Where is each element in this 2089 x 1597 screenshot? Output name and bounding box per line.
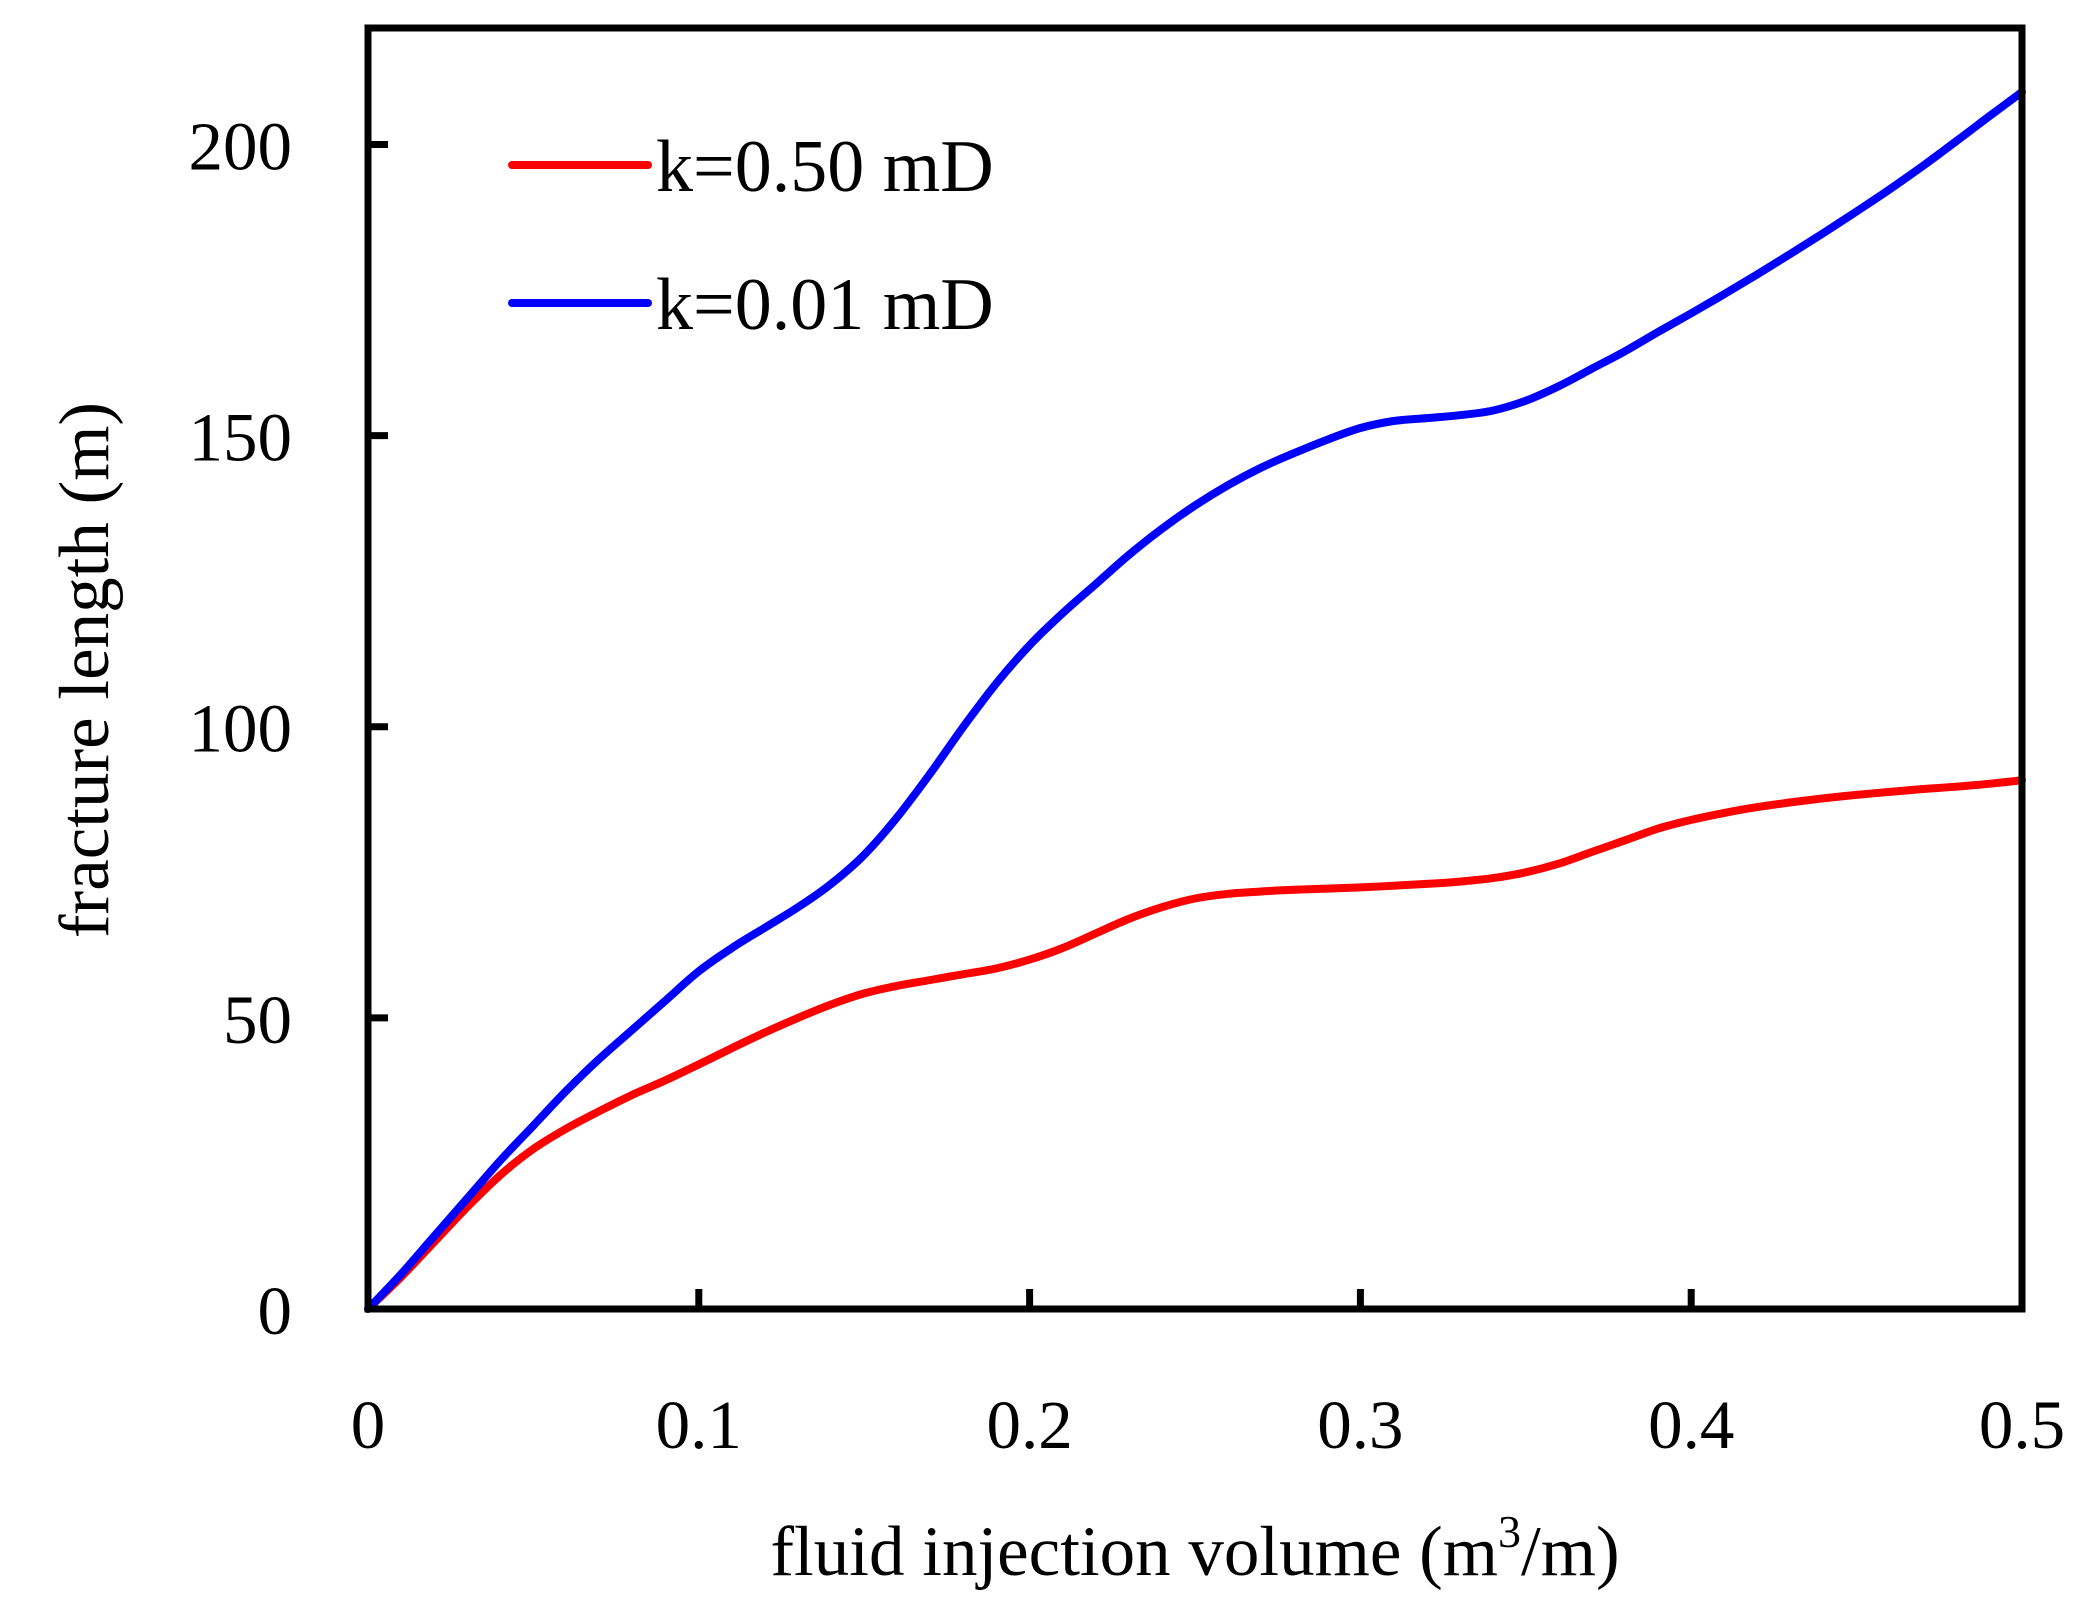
y-tick-label: 100 — [189, 691, 293, 767]
legend-label-1: k=0.50 mD — [656, 126, 994, 208]
legend: k=0.50 mD k=0.01 mD — [508, 126, 994, 346]
y-axis-title: fracture length (m) — [46, 402, 124, 938]
x-axis-title: fluid injection volume (m3/m) — [770, 1506, 1619, 1591]
plot-frame — [364, 24, 2026, 1313]
y-tick-label: 0 — [258, 1273, 293, 1349]
x-tick-label: 0.4 — [1648, 1387, 1734, 1463]
x-axis-title-suffix: /m) — [1521, 1513, 1620, 1591]
x-tick-label: 0.5 — [1979, 1387, 2065, 1463]
series-group — [364, 88, 2026, 1313]
legend-label-2: k=0.01 mD — [656, 264, 994, 346]
series-line-1 — [364, 776, 2026, 1313]
x-axis-title-main: fluid injection volume (m — [770, 1513, 1498, 1591]
y-tick-label: 50 — [223, 982, 292, 1058]
x-tick-label: 0.3 — [1317, 1387, 1403, 1463]
x-axis-title-superscript: 3 — [1498, 1506, 1521, 1557]
x-tick-label: 0.1 — [656, 1387, 742, 1463]
y-tick-label: 150 — [189, 400, 293, 476]
x-tick-label: 0.2 — [986, 1387, 1072, 1463]
x-axis: 0 0.1 0.2 0.3 0.4 0.5 — [351, 1289, 2065, 1463]
x-tick-label: 0 — [351, 1387, 386, 1463]
y-tick-label: 200 — [189, 108, 293, 184]
series-line-2 — [364, 88, 2026, 1313]
y-axis: 0 50 100 150 200 — [189, 108, 388, 1349]
